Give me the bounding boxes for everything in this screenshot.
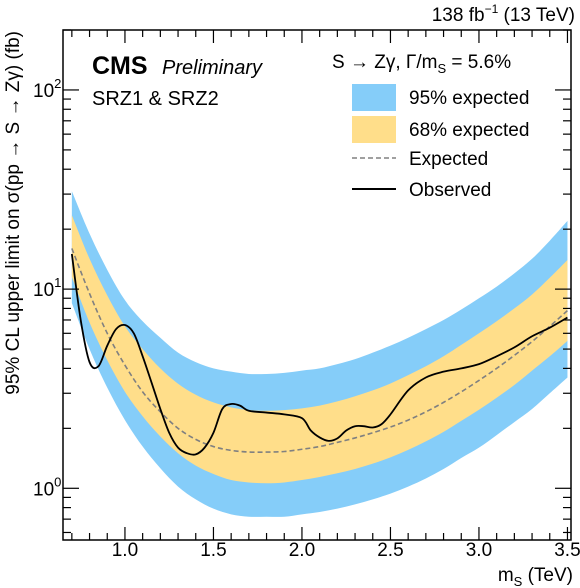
plot-frame [62,29,572,541]
legend-swatch-95 [352,84,396,111]
x-tick-label: 3.5 [554,540,580,561]
bands-layer [71,191,568,517]
tick-labels-layer: 1.0 1.5 2.0 2.5 3.0 3.5 100 101 102 [33,76,580,561]
band-68-expected [71,215,568,484]
x-tick-label: 1.5 [200,540,226,561]
legend: S → Zγ, Γ/mS = 5.6% 95% expected 68% exp… [332,52,529,201]
ticks-layer [63,29,571,540]
lines-layer [70,248,568,456]
cms-label: CMS [92,52,148,80]
line-observed [70,253,568,456]
y-tick-label: 100 [33,474,61,500]
x-tick-label: 2.5 [377,540,403,561]
legend-title: S → Zγ, Γ/mS = 5.6% [332,52,511,76]
luminosity-label: 138 fb−1 (13 TeV) [432,2,575,26]
legend-label-observed: Observed [409,180,491,201]
legend-label-95: 95% expected [409,88,529,109]
legend-label-68: 68% expected [409,120,529,141]
x-axis-title: mS (TeV) [498,565,573,588]
plot-area [70,191,568,517]
x-tick-label: 1.0 [112,540,138,561]
line-expected [71,248,568,454]
region-label: SRZ1 & SRZ2 [92,88,219,110]
preliminary-label: Preliminary [162,57,263,79]
legend-label-expected: Expected [409,149,488,170]
legend-swatch-68 [352,116,396,143]
y-tick-label: 102 [33,76,61,102]
x-tick-label: 3.0 [466,540,492,561]
y-tick-label: 101 [33,275,61,301]
y-axis-title: 95% CL upper limit on σ(pp → S → Zγ) (fb… [3,31,24,395]
x-tick-label: 2.0 [289,540,315,561]
